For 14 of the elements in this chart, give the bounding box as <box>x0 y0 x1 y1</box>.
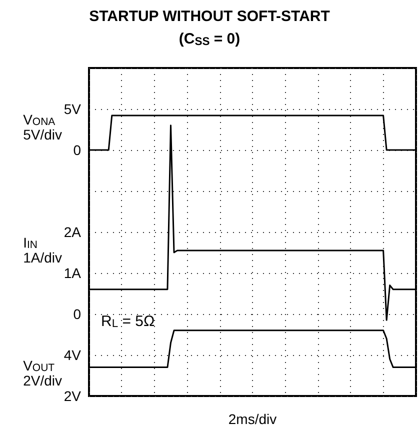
y-tick-label: 2V <box>64 388 82 404</box>
y-axis-title: VONA 5V/div <box>23 112 62 142</box>
y-tick-label: 2A <box>64 224 82 240</box>
y-tick-label: 0 <box>73 142 82 158</box>
y-axis-title: IIN 1A/div <box>23 234 62 266</box>
chart-title: STARTUP WITHOUT SOFT-START <box>89 8 330 25</box>
y-tick-label: 1A <box>64 265 82 281</box>
y-tick-label: 4V <box>64 347 82 363</box>
x-axis-title: 2ms/div <box>228 411 277 427</box>
chart-subtitle: (CSS = 0) <box>178 30 240 48</box>
y-axis-title: VOUT 2V/div <box>23 358 62 388</box>
y-tick-label: 0 <box>73 306 82 322</box>
annotation: RL = 5Ω <box>101 313 155 330</box>
y-tick-label: 5V <box>64 101 82 117</box>
